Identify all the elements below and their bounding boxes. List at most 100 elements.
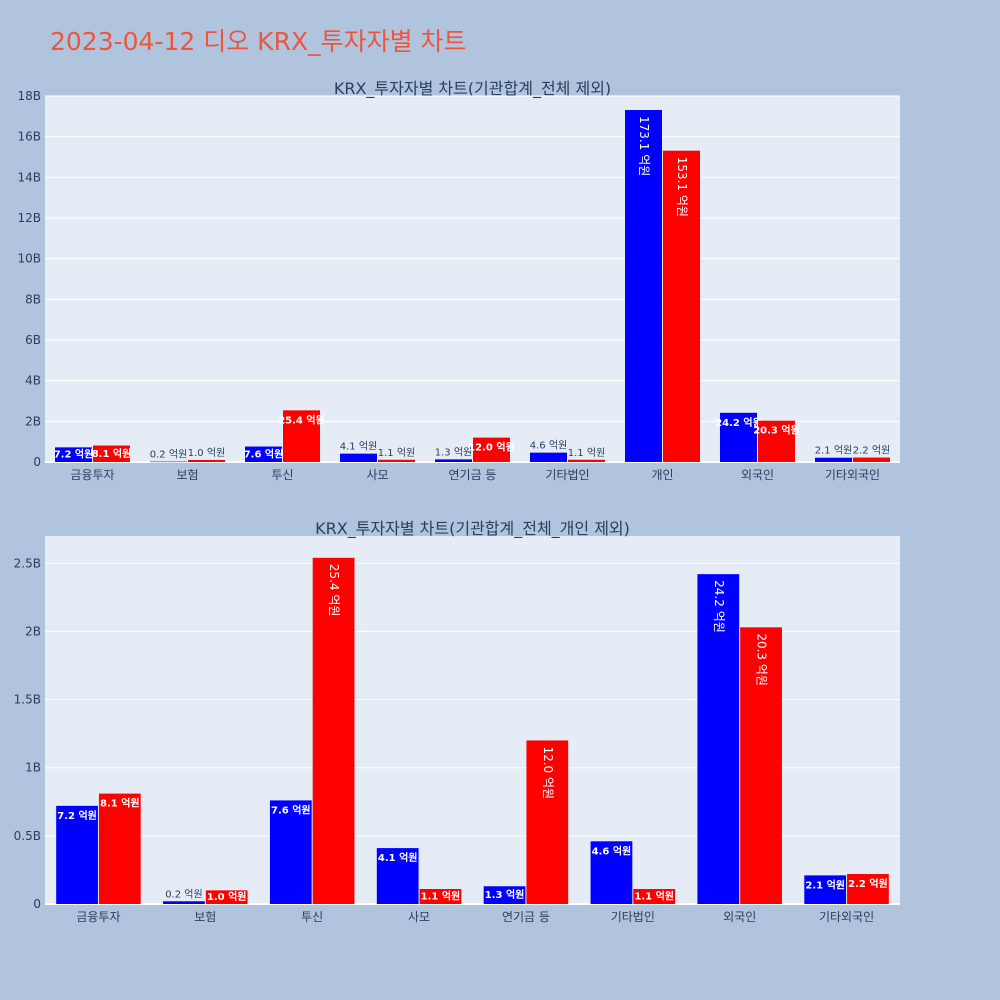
x-tick-label: 기타법인 [545,468,589,482]
data-label: 2.1 억원 [815,445,852,457]
y-tick-label: 10B [17,252,41,266]
bar-blue [163,901,205,904]
bar-red [568,459,605,462]
x-tick-label: 금융투자 [70,468,114,482]
data-label: 25.4 억원 [278,413,325,426]
bar-blue [435,459,472,462]
data-label: 4.1 억원 [378,851,418,864]
data-label: 20.3 억원 [753,424,800,437]
x-tick-label: 기타법인 [611,910,655,924]
data-label: 4.1 억원 [340,441,377,453]
data-label: 0.2 억원 [165,888,202,900]
data-label: 24.2 억원 [712,580,726,633]
bar-red [526,740,569,904]
bar-red [205,890,248,904]
data-label: 7.6 억원 [244,447,284,460]
y-tick-label: 0.5B [14,829,41,843]
y-tick-label: 2B [25,624,41,638]
bar-red [663,150,700,462]
bar-blue [56,805,98,904]
bar-blue [269,800,312,904]
bar-blue [625,110,662,462]
bar-red [633,889,676,904]
x-tick-label: 보험 [194,910,216,924]
y-tick-label: 16B [17,130,41,144]
x-tick-label: 기타외국인 [819,910,874,924]
bar-blue [376,848,419,904]
x-tick-label: 기타외국인 [825,468,880,482]
data-label: 4.6 억원 [530,440,567,452]
data-label: 1.3 억원 [485,888,525,901]
y-tick-label: 0 [33,455,41,469]
chart-top: KRX_투자자별 차트(기관합계_전체 제외) 0 2B 4B 6B 8B 10B 12B 14… [17,79,900,482]
bar-blue [590,841,633,904]
bar-blue [245,446,282,462]
bar-red [283,410,320,462]
bar-red [853,457,890,462]
y-tick-label: 2B [25,414,41,428]
data-label: 1.1 억원 [421,890,461,903]
data-label: 1.3 억원 [435,446,472,458]
chart-title: KRX_투자자별 차트(기관합계_전체_개인 제외) [315,519,630,539]
plot-area [45,96,900,462]
data-label: 7.2 억원 [57,809,97,822]
bar-blue [720,412,757,462]
x-tick-label: 사모 [366,468,388,482]
y-tick-label: 1B [25,761,41,775]
x-tick-label: 투신 [271,468,293,482]
data-label: 12.0 억원 [468,441,515,454]
bar-red [419,889,462,904]
x-tick-label: 개인 [651,468,673,482]
bar-blue [815,457,852,462]
x-tick-label: 외국인 [723,910,756,924]
data-label: 2.2 억원 [848,877,888,890]
bar-blue [483,886,526,904]
data-label: 4.6 억원 [592,844,632,857]
data-label: 12.0 억원 [541,746,555,799]
y-tick-label: 18B [17,89,41,103]
y-tick-label: 6B [25,333,41,347]
bar-red [93,445,130,462]
data-label: 20.3 억원 [755,633,769,686]
bar-red [188,459,225,462]
bar-blue [697,574,740,904]
y-tick-label: 12B [17,211,41,225]
data-label: 7.2 억원 [54,448,94,461]
y-tick-label: 4B [25,374,41,388]
x-tick-label: 외국인 [741,468,774,482]
bar-red [312,557,355,904]
data-label: 1.1 억원 [378,447,415,459]
data-label: 1.1 억원 [568,447,605,459]
data-label: 8.1 억원 [92,447,132,460]
x-tick-label: 투신 [301,910,323,924]
chart-title: KRX_투자자별 차트(기관합계_전체 제외) [334,79,611,99]
data-label: 2.2 억원 [853,445,890,457]
data-label: 153.1 억원 [675,157,689,217]
data-label: 8.1 억원 [100,797,140,810]
bar-blue [150,461,187,463]
bar-red [98,793,141,904]
data-label: 0.2 억원 [150,449,187,461]
data-label: 173.1 억원 [637,116,651,176]
data-label: 1.0 억원 [188,447,225,459]
x-tick-label: 사모 [408,910,430,924]
x-tick-label: 연기금 등 [502,910,550,924]
bar-red [473,437,510,462]
x-tick-label: 연기금 등 [449,468,497,482]
bar-blue [55,447,92,462]
x-tick-label: 보험 [176,468,198,482]
x-tick-label: 금융투자 [76,910,120,924]
y-tick-label: 8B [25,292,41,306]
bar-blue [804,875,847,904]
bar-red [378,459,415,462]
chart-bottom: KRX_투자자별 차트(기관합계_전체_개인 제외) 0 0.5B 1B 1.5B 2B 2… [14,519,900,924]
data-label: 1.0 억원 [207,890,247,903]
y-tick-label: 1.5B [14,693,41,707]
data-label: 1.1 억원 [634,890,674,903]
y-tick-label: 0 [33,897,41,911]
bar-blue [340,453,377,462]
bar-red [758,420,795,462]
data-label: 2.1 억원 [805,878,845,891]
data-label: 24.2 억원 [715,416,762,429]
bar-blue [530,452,567,462]
